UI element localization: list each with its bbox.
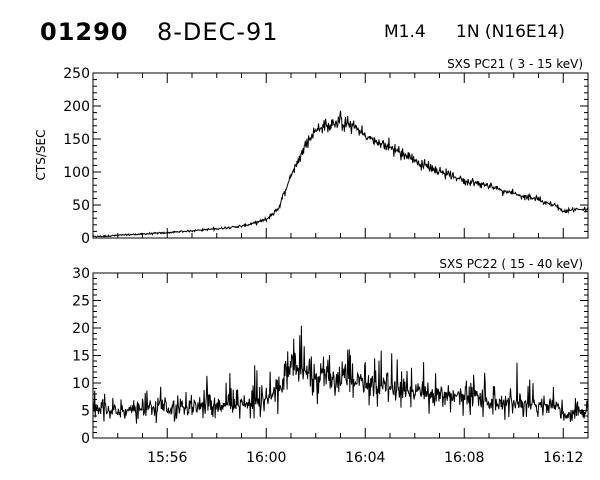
y-tick-label: 25: [72, 294, 90, 310]
flare-class: M1.4: [384, 22, 426, 42]
chart-title: SXS PC22 ( 15 - 40 keV): [439, 257, 583, 271]
y-tick-label: 5: [81, 404, 90, 420]
series-line: [92, 110, 589, 238]
x-tick-label: 16:04: [345, 450, 385, 466]
chart-panel-2: SXS PC22 ( 15 - 40 keV) 0 5 10 15 20 25 30 15:56…: [72, 257, 589, 466]
x-tick-label: 16:12: [543, 450, 583, 466]
series-line: [92, 325, 589, 424]
event-id: 01290: [40, 18, 129, 46]
chart-title: SXS PC21 ( 3 - 15 keV): [447, 57, 583, 71]
y-tick-label: 200: [63, 99, 90, 115]
y-tick-label: 20: [72, 321, 90, 337]
plot-frame: [92, 72, 589, 239]
y-tick-label: 250: [63, 66, 90, 82]
chart-panel-1: SXS PC21 ( 3 - 15 keV) CTS/SEC 0 50 100 150 20…: [34, 57, 589, 247]
y-tick-label: 30: [72, 266, 90, 282]
x-tick-label: 15:56: [147, 450, 187, 466]
y-tick-label: 0: [81, 231, 90, 247]
y-tick-label: 10: [72, 376, 90, 392]
x-tick-label: 16:00: [246, 450, 286, 466]
y-axis-label: CTS/SEC: [34, 130, 48, 181]
x-tick-label: 16:08: [444, 450, 484, 466]
y-tick-label: 100: [63, 165, 90, 181]
flare-region: 1N (N16E14): [456, 22, 565, 42]
y-tick-label: 0: [81, 431, 90, 447]
event-date: 8-DEC-91: [157, 18, 279, 46]
y-tick-label: 15: [72, 349, 90, 365]
y-tick-label: 150: [63, 132, 90, 148]
y-tick-label: 50: [72, 198, 90, 214]
